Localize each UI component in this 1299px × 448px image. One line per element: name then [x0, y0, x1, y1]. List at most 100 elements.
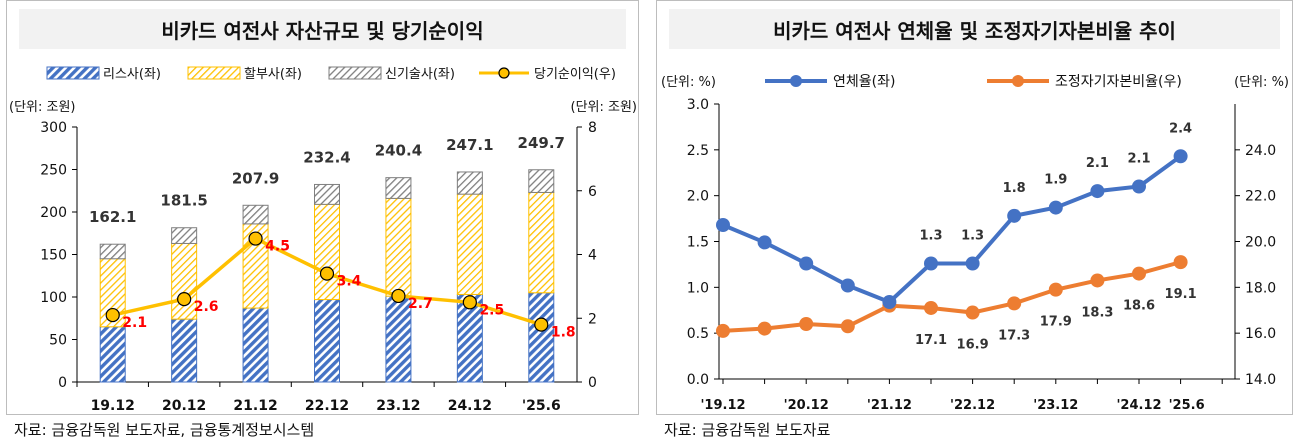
bar-installment: [456, 193, 483, 295]
y-tick-label: 1.0: [687, 280, 709, 296]
delinquency-capital-chart: 연체율(좌) 조정자기자본비율(우) (단위: %) (단위: %) 0.0 0.5 1.0…: [661, 74, 1289, 413]
x-tick-label: '19.12: [700, 398, 745, 413]
capital-point: [1007, 296, 1022, 311]
delinquency-label: 1.3: [919, 229, 942, 244]
legend-label-capital: 조정자기자본비율(우): [1055, 74, 1182, 90]
netincome-label: 2.1: [122, 315, 147, 331]
bar-installment: [171, 242, 198, 320]
delinquency-point: [882, 295, 897, 309]
netincome-label: 1.8: [551, 325, 576, 341]
y2-tick-label: 2: [588, 311, 597, 327]
netincome-label: 4.5: [265, 239, 290, 255]
delinquency-point: [924, 256, 938, 271]
delinquency-point: [1007, 208, 1022, 223]
y-tick-label: 250: [40, 163, 67, 179]
delinquency-label: 1.3: [961, 229, 984, 244]
y-tick-label: 100: [40, 290, 67, 306]
x-tick-label: '24.12: [1116, 398, 1161, 413]
bar-newtech: [456, 171, 483, 195]
delinquency-point: [716, 218, 730, 232]
x-tick-label: '22.12: [950, 398, 995, 413]
bar-newtech: [528, 169, 555, 193]
bar-installment: [385, 197, 412, 297]
y2-tick-label: 0: [588, 375, 597, 391]
capital-label: 17.9: [1040, 315, 1072, 330]
bar-installment: [528, 191, 555, 294]
netincome-point: [248, 231, 263, 246]
bar-newtech: [171, 227, 198, 244]
legend-label-1: 리스사(좌): [103, 67, 161, 82]
bar-lease: [528, 292, 555, 383]
bar-total-label: 240.4: [375, 142, 422, 160]
delinquency-point: [799, 256, 814, 271]
right-axis-unit: (단위: %): [1234, 75, 1289, 90]
y-tick-label: 0.5: [687, 326, 709, 342]
netincome-label: 2.5: [479, 302, 504, 318]
delinquency-point: [1090, 184, 1105, 199]
delinquency-point: [1132, 179, 1146, 194]
x-tick-label: '23.12: [1033, 398, 1078, 413]
bar-total-label: 162.1: [89, 208, 136, 226]
x-tick-label: 22.12: [305, 398, 349, 414]
y2-tick-label: 6: [588, 184, 597, 200]
right-axis-unit: (단위: 조원): [571, 100, 638, 115]
left-axis-unit: (단위: 조원): [9, 100, 76, 115]
x-tick-label: 21.12: [233, 398, 277, 414]
right-chart-source: 자료: 금융감독원 보도자료: [664, 421, 831, 439]
x-tick-label: '25.6: [522, 398, 561, 414]
y-tick-label: 300: [40, 120, 67, 136]
y2-tick-label: 18.0: [1245, 280, 1276, 296]
capital-point: [965, 305, 980, 320]
capital-point: [1132, 266, 1146, 281]
bar-lease: [99, 326, 126, 383]
y2-tick-label: 16.0: [1245, 326, 1276, 342]
y-tick-label: 50: [49, 333, 67, 349]
bar-total-label: 247.1: [446, 136, 493, 154]
y-tick-label: 2.0: [687, 189, 709, 205]
x-tick-label: '25.6: [1169, 398, 1205, 413]
legend-label-delinquency: 연체율(좌): [833, 74, 895, 90]
x-tick-label: 19.12: [91, 398, 135, 414]
y-tick-label: 2.5: [687, 143, 709, 159]
delinquency-capital-chart-panel: 비카드 여전사 연체율 및 조정자기자본비율 추이 연체율(좌) 조정자기자본비율…: [656, 0, 1293, 415]
left-chart-source: 자료: 금융감독원 보도자료, 금융통계정보시스템: [14, 421, 315, 439]
y-tick-label: 3.0: [687, 97, 709, 113]
y2-tick-label: 24.0: [1245, 143, 1276, 159]
legend-label-2: 할부사(좌): [244, 67, 302, 82]
capital-point: [757, 321, 772, 336]
capital-label: 17.3: [998, 328, 1030, 343]
y2-tick-label: 20.0: [1245, 235, 1276, 251]
delinquency-label: 1.8: [1003, 181, 1026, 196]
capital-point: [1090, 273, 1105, 288]
legend-swatch-3: [328, 66, 382, 80]
capital-label: 18.3: [1081, 305, 1113, 320]
y2-tick-label: 22.0: [1245, 189, 1276, 205]
capital-point: [1173, 255, 1188, 270]
legend-marker-capital: [1012, 75, 1024, 87]
delinquency-label: 2.1: [1127, 152, 1150, 167]
y-tick-label: 1.5: [687, 235, 709, 251]
bar-newtech: [242, 204, 269, 225]
capital-line: [722, 260, 1182, 333]
legend-swatch-1: [46, 66, 100, 80]
left-axis-unit: (단위: %): [661, 75, 716, 90]
x-tick-label: 20.12: [162, 398, 206, 414]
delinquency-label: 2.4: [1169, 121, 1192, 136]
legend-marker-netincome: [498, 67, 510, 79]
capital-point: [840, 319, 855, 334]
netincome-point: [177, 292, 192, 307]
capital-point: [799, 317, 814, 331]
netincome-label: 2.6: [194, 299, 219, 315]
bar-total-label: 249.7: [518, 134, 565, 152]
delinquency-line: [722, 154, 1182, 305]
delinquency-label: 1.9: [1044, 173, 1067, 188]
legend-marker-delinquency: [790, 75, 802, 87]
x-tick-label: '20.12: [784, 398, 829, 413]
legend-label-3: 신기술사(좌): [385, 67, 455, 82]
delinquency-point: [965, 256, 980, 271]
netincome-label: 2.7: [408, 296, 433, 312]
capital-label: 17.1: [915, 333, 947, 348]
capital-label: 16.9: [957, 338, 989, 353]
bar-total-label: 232.4: [303, 148, 350, 166]
bar-total-label: 207.9: [232, 169, 279, 187]
